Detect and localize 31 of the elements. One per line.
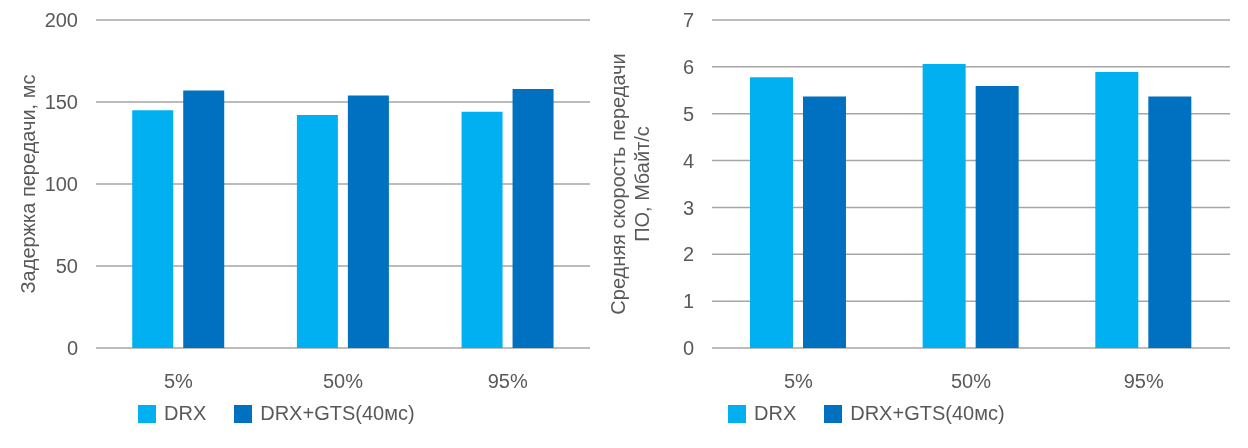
x-tick-label: 50%	[950, 370, 992, 393]
legend-label: DRX	[164, 402, 207, 425]
y-tick-label: 100	[44, 173, 78, 196]
y-tick-label: 0	[66, 337, 78, 360]
legend-label: DRX+GTS(40мс)	[260, 402, 415, 425]
bar	[1148, 96, 1192, 348]
y-tick-label: 6	[682, 55, 694, 78]
y-tick-label: 200	[44, 9, 78, 32]
y-tick-label: 7	[682, 9, 694, 32]
x-tick-label: 50%	[322, 370, 364, 393]
y-axis-title: Средняя скорость передачи ПО, Мбайт/с	[607, 53, 653, 315]
bar	[975, 86, 1019, 348]
y-tick-label: 150	[44, 91, 78, 114]
bar	[749, 77, 793, 348]
y-tick-label: 2	[682, 243, 694, 266]
x-tick-label: 95%	[487, 370, 528, 393]
bar	[1095, 72, 1139, 348]
y-axis-title: Задержка передачи, мс	[17, 74, 39, 294]
y-tick-label: 3	[682, 196, 694, 219]
bar	[922, 64, 966, 348]
x-tick-label: 95%	[1123, 370, 1164, 393]
y-tick-label: 5	[682, 102, 694, 125]
legend-label: DRX+GTS(40мс)	[850, 402, 1005, 425]
x-tick-label: 5%	[783, 370, 813, 393]
y-tick-label: 50	[55, 255, 78, 278]
x-tick-label: 5%	[163, 370, 193, 393]
bar	[802, 96, 846, 348]
y-tick-label: 4	[682, 149, 694, 172]
y-tick-label: 0	[682, 337, 694, 360]
legend-label: DRX	[754, 402, 797, 425]
y-tick-label: 1	[682, 290, 694, 313]
